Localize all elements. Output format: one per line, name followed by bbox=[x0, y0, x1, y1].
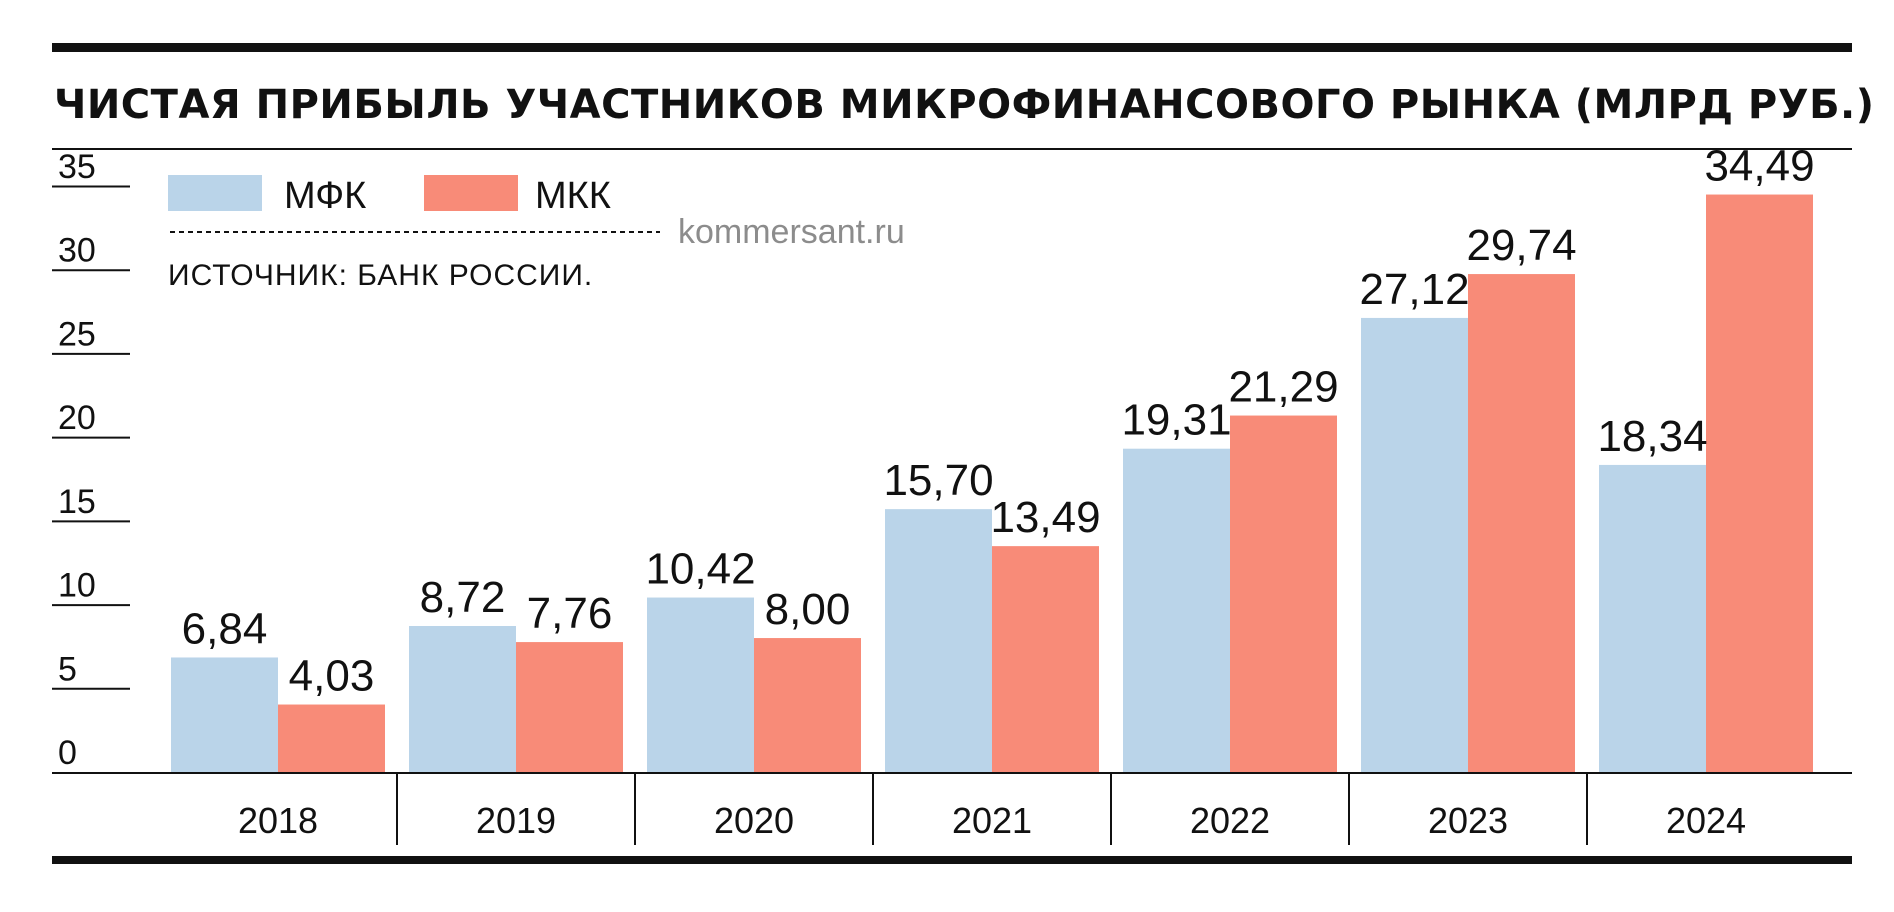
bar-2019-mkk bbox=[516, 642, 623, 772]
x-tick-label: 2019 bbox=[476, 800, 556, 841]
bars bbox=[171, 194, 1813, 772]
bar-2024-mkk bbox=[1706, 194, 1813, 772]
legend-swatch-mkk bbox=[424, 175, 518, 211]
chart-title: ЧИСТАЯ ПРИБЫЛЬ УЧАСТНИКОВ МИКРОФИНАНСОВО… bbox=[54, 82, 1875, 128]
bar-2024-mfk bbox=[1599, 464, 1706, 772]
y-tick-label: 0 bbox=[58, 734, 77, 772]
x-axis-line bbox=[52, 772, 1852, 774]
value-label: 10,42 bbox=[645, 545, 755, 594]
legend-swatch-mfk bbox=[168, 175, 262, 211]
x-tick-label: 2021 bbox=[952, 800, 1032, 841]
value-label: 7,76 bbox=[527, 589, 613, 638]
bar-2018-mfk bbox=[171, 657, 278, 772]
bar-2022-mkk bbox=[1230, 415, 1337, 772]
legend-label-mfk: МФК bbox=[284, 175, 366, 217]
y-tick-label: 30 bbox=[58, 232, 96, 270]
y-tick-label: 35 bbox=[58, 148, 96, 186]
x-tick-label: 2024 bbox=[1666, 800, 1746, 841]
watermark: kommersant.ru bbox=[678, 213, 905, 251]
bar-2023-mfk bbox=[1361, 317, 1468, 772]
bar-2020-mfk bbox=[647, 597, 754, 772]
x-tick-label: 2023 bbox=[1428, 800, 1508, 841]
y-tick-label: 15 bbox=[58, 483, 96, 521]
y-tick-label: 20 bbox=[58, 399, 96, 437]
bar-2021-mfk bbox=[885, 509, 992, 772]
source-note: ИСТОЧНИК: БАНК РОССИИ. bbox=[168, 259, 593, 292]
y-tick-label: 25 bbox=[58, 315, 96, 353]
x-tick-label: 2020 bbox=[714, 800, 794, 841]
value-label: 18,34 bbox=[1597, 412, 1707, 461]
value-label: 8,72 bbox=[420, 573, 506, 622]
value-label: 6,84 bbox=[182, 604, 268, 653]
title-underline bbox=[52, 148, 1852, 150]
value-label: 15,70 bbox=[883, 456, 993, 505]
x-tick-label: 2022 bbox=[1190, 800, 1270, 841]
value-label: 27,12 bbox=[1359, 265, 1469, 314]
value-label: 19,31 bbox=[1121, 396, 1231, 445]
y-tick-label: 10 bbox=[58, 567, 96, 605]
bar-2018-mkk bbox=[278, 704, 385, 772]
value-label: 13,49 bbox=[990, 493, 1100, 542]
legend-label-mkk: МКК bbox=[535, 175, 611, 217]
bar-2021-mkk bbox=[992, 546, 1099, 772]
x-axis: 2018 2019 2020 2021 2022 2023 2024 bbox=[238, 772, 1746, 845]
value-label: 8,00 bbox=[765, 585, 851, 634]
bar-2020-mkk bbox=[754, 638, 861, 772]
x-tick-label: 2018 bbox=[238, 800, 318, 841]
bar-2022-mfk bbox=[1123, 448, 1230, 772]
bar-2023-mkk bbox=[1468, 274, 1575, 772]
y-tick-label: 5 bbox=[58, 650, 77, 688]
value-label: 29,74 bbox=[1466, 221, 1576, 270]
y-axis: 0 5 10 15 20 25 30 35 bbox=[52, 148, 130, 772]
value-label: 4,03 bbox=[289, 652, 375, 701]
bar-2019-mfk bbox=[409, 626, 516, 772]
top-rule bbox=[52, 43, 1852, 52]
legend: МФК МКК bbox=[168, 175, 611, 217]
value-label: 21,29 bbox=[1228, 363, 1338, 412]
bottom-rule bbox=[52, 856, 1852, 864]
value-label: 34,49 bbox=[1704, 142, 1814, 191]
